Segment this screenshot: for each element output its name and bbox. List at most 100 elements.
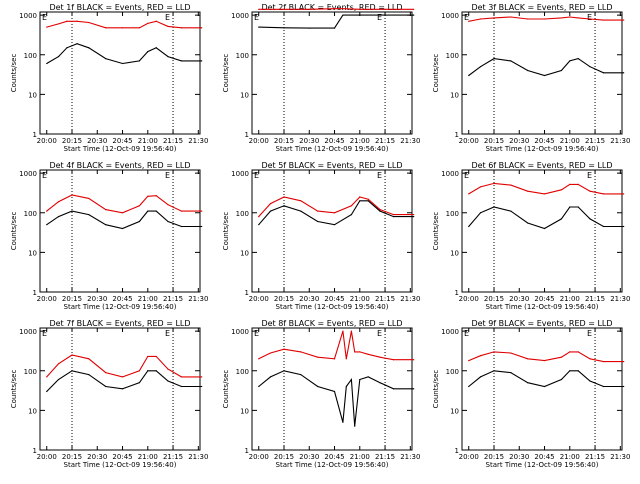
events-series-line xyxy=(258,14,414,29)
events-series-line xyxy=(258,370,414,427)
x-tick-label: 20:00 xyxy=(459,137,479,145)
y-axis-label: Counts/sec xyxy=(10,370,18,409)
x-axis-label: Start Time (12-Oct-09 19:56:40) xyxy=(486,461,599,469)
y-axis-label: Counts/sec xyxy=(432,370,440,409)
lld-series-line-point xyxy=(350,330,352,332)
lld-series-line-point xyxy=(46,26,48,28)
events-series-line-point xyxy=(359,378,361,381)
marker-label: E xyxy=(464,13,469,22)
lld-series-line-point xyxy=(543,360,546,362)
y-tick-label: 100 xyxy=(24,368,37,376)
x-tick-label: 20:30 xyxy=(87,137,107,145)
events-series-line-point xyxy=(468,385,470,388)
lld-series-line-point xyxy=(138,370,140,372)
events-series-line-point xyxy=(88,373,90,376)
lld-series-line-point xyxy=(88,197,90,200)
lld-series-line-point xyxy=(392,359,395,361)
lld-series-line-point xyxy=(46,210,48,212)
lld-series-line xyxy=(468,16,624,22)
events-series-line-point xyxy=(392,388,395,390)
lld-series-line-point xyxy=(105,371,107,374)
plot-frame xyxy=(39,11,201,135)
lld-series-line-point xyxy=(180,27,183,29)
events-series-line xyxy=(468,370,624,388)
marker-label: E xyxy=(587,13,592,22)
events-series-line-point xyxy=(300,373,302,376)
x-tick-label: 21:15 xyxy=(585,137,605,145)
marker-label: E xyxy=(254,13,259,22)
y-tick-label: 10 xyxy=(450,91,459,99)
plot-frame xyxy=(39,169,201,293)
x-tick-label: 21:15 xyxy=(375,137,395,145)
lld-series-line-point xyxy=(155,195,157,197)
x-tick-label: 21:00 xyxy=(138,453,158,461)
lld-series-line-point xyxy=(76,20,78,22)
lld-series-line-point xyxy=(342,330,344,332)
lld-series-line-point xyxy=(147,22,149,24)
x-tick-label: 20:15 xyxy=(484,453,504,461)
x-tick-label: 20:45 xyxy=(112,295,132,303)
events-series-line-point xyxy=(258,224,260,226)
y-tick-label: 1000 xyxy=(441,328,459,336)
plot-frame xyxy=(461,169,623,293)
x-tick-label: 21:30 xyxy=(188,295,208,303)
lld-series-line-point xyxy=(569,16,571,18)
events-series-line-point xyxy=(300,210,302,212)
x-tick-label: 21:15 xyxy=(585,453,605,461)
y-axis-label: Counts/sec xyxy=(222,212,230,251)
events-series-line-point xyxy=(269,210,272,212)
marker-label: E xyxy=(377,171,382,180)
lld-series-line-point xyxy=(527,18,529,20)
lld-series-line xyxy=(468,351,624,363)
plot-panel: Det 4f BLACK = Events, RED = LLD 1 10 100 10… xyxy=(10,161,208,311)
lld-series-line-point xyxy=(379,356,381,358)
x-tick-label: 20:30 xyxy=(509,453,529,461)
x-tick-label: 20:30 xyxy=(299,295,319,303)
events-series-line-point xyxy=(333,224,336,226)
lld-series-line xyxy=(468,182,624,195)
events-series-line-point xyxy=(367,200,369,202)
lld-series-line-point xyxy=(121,376,124,378)
x-tick-label: 20:30 xyxy=(299,137,319,145)
events-series-line-point xyxy=(359,14,361,16)
events-series-line-point xyxy=(57,55,60,58)
x-tick-label: 21:00 xyxy=(350,295,370,303)
events-series-line-point xyxy=(71,370,73,372)
x-tick-label: 20:45 xyxy=(534,453,554,461)
lld-series-line-point xyxy=(155,355,157,358)
y-tick-label: 1 xyxy=(455,131,459,139)
lld-series-line-point xyxy=(589,358,591,360)
lld-series-line-point xyxy=(105,209,107,211)
events-series-line-point xyxy=(258,385,260,388)
events-series-line-point xyxy=(577,206,579,208)
events-series-line-point xyxy=(269,376,272,378)
lld-series-line-point xyxy=(317,210,319,212)
events-series-line-point xyxy=(569,370,571,372)
x-tick-label: 21:00 xyxy=(138,295,158,303)
events-series-line-point xyxy=(180,60,183,62)
y-tick-label: 1000 xyxy=(19,170,37,178)
x-tick-label: 20:15 xyxy=(484,137,504,145)
events-series-line-point xyxy=(155,210,157,212)
plot-panel: Det 7f BLACK = Events, RED = LLD 1 10 100 10… xyxy=(10,319,208,469)
x-axis-label: Start Time (12-Oct-09 19:56:40) xyxy=(486,145,599,153)
lld-series-line-point xyxy=(121,27,124,29)
events-series-line-point xyxy=(46,224,48,226)
lld-series-line-point xyxy=(602,193,605,195)
lld-series-line-point xyxy=(413,213,415,216)
y-tick-label: 10 xyxy=(240,407,249,415)
events-series-line-point xyxy=(479,212,482,214)
events-series-line-point xyxy=(589,380,591,382)
lld-series-line-point xyxy=(560,189,562,191)
lld-series-line-point xyxy=(317,356,319,358)
lld-series-line-point xyxy=(577,17,579,19)
lld-series-line-point xyxy=(468,193,470,195)
lld-series-line-point xyxy=(359,8,361,10)
x-tick-label: 20:45 xyxy=(112,137,132,145)
y-tick-label: 1 xyxy=(33,289,37,297)
lld-series-line-point xyxy=(379,209,381,211)
plot-panel: Det 9f BLACK = Events, RED = LLD 1 10 100 10… xyxy=(432,319,630,469)
x-tick-label: 21:15 xyxy=(163,137,183,145)
events-series-line-point xyxy=(76,43,78,45)
y-axis-label: Counts/sec xyxy=(10,212,18,251)
